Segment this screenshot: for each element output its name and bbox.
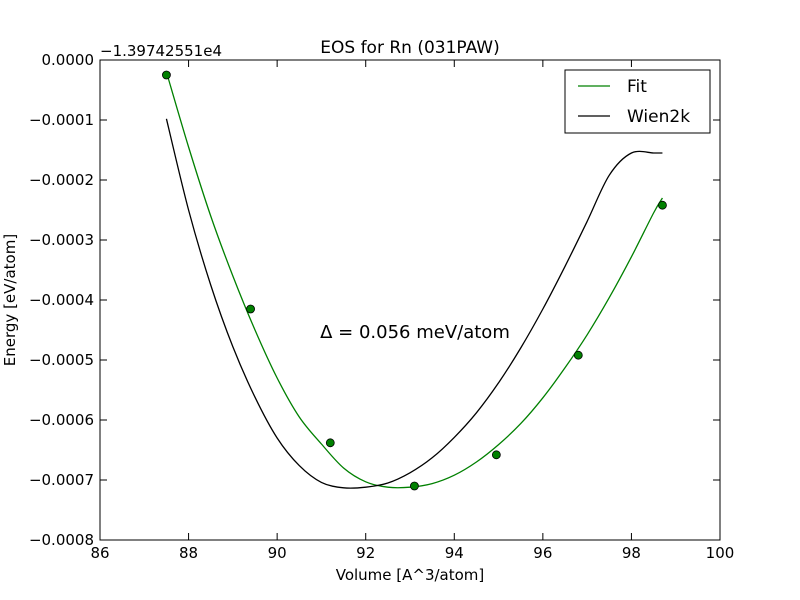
x-tick-label: 92 — [356, 544, 375, 562]
x-tick-label: 88 — [179, 544, 198, 562]
data-point — [573, 350, 583, 360]
x-tick-label: 94 — [445, 544, 464, 562]
legend: Fit Wien2k — [564, 69, 711, 134]
x-tick-label: 90 — [268, 544, 287, 562]
legend-box — [564, 69, 711, 134]
y-tick-label: −0.0001 — [29, 111, 94, 129]
y-tick-label: −0.0004 — [29, 291, 94, 309]
delta-annotation: Δ = 0.056 meV/atom — [320, 322, 510, 343]
data-point — [325, 438, 335, 448]
y-tick-label: −0.0006 — [29, 411, 94, 429]
y-axis-label: Energy [eV/atom] — [1, 234, 19, 366]
data-point — [246, 304, 255, 314]
x-axis-label: Volume [A^3/atom] — [336, 566, 485, 584]
y-tick-label: −0.0008 — [29, 531, 94, 549]
x-tick-label: 96 — [533, 544, 552, 562]
legend-label-fit: Fit — [627, 77, 647, 97]
plot-area — [99, 59, 721, 541]
series-line-wien2k — [165, 118, 663, 489]
y-tick-label: −0.0007 — [29, 471, 94, 489]
x-tick-label: 100 — [706, 544, 735, 562]
chart-title: EOS for Rn (031PAW) — [320, 38, 499, 58]
data-point — [491, 450, 501, 460]
y-axis-ticks: 0.0000 −0.0001 −0.0002 −0.0003 −0.0004 −0.000… — [29, 51, 720, 549]
x-tick-label: 86 — [90, 544, 109, 562]
data-point — [410, 481, 419, 491]
x-tick-label: 98 — [622, 544, 641, 562]
y-tick-label: −0.0003 — [29, 231, 94, 249]
y-tick-label: −0.0002 — [29, 171, 94, 189]
y-tick-label: −0.0005 — [29, 351, 94, 369]
x-axis-ticks: 86 88 90 92 94 96 98 100 — [90, 60, 734, 562]
data-points — [162, 70, 667, 491]
data-point — [658, 200, 667, 210]
legend-label-wien2k: Wien2k — [627, 107, 690, 127]
y-axis-offset-text: −1.39742551e4 — [100, 42, 222, 60]
y-tick-label: 0.0000 — [42, 51, 95, 69]
data-point — [162, 70, 171, 80]
